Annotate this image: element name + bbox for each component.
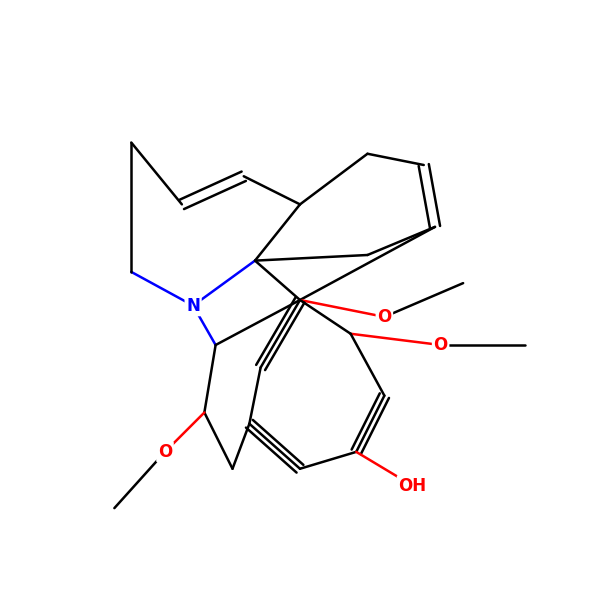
Text: O: O [433, 336, 448, 354]
Text: N: N [186, 296, 200, 314]
Text: O: O [377, 308, 392, 326]
Text: O: O [158, 443, 172, 461]
Text: OH: OH [398, 476, 427, 494]
